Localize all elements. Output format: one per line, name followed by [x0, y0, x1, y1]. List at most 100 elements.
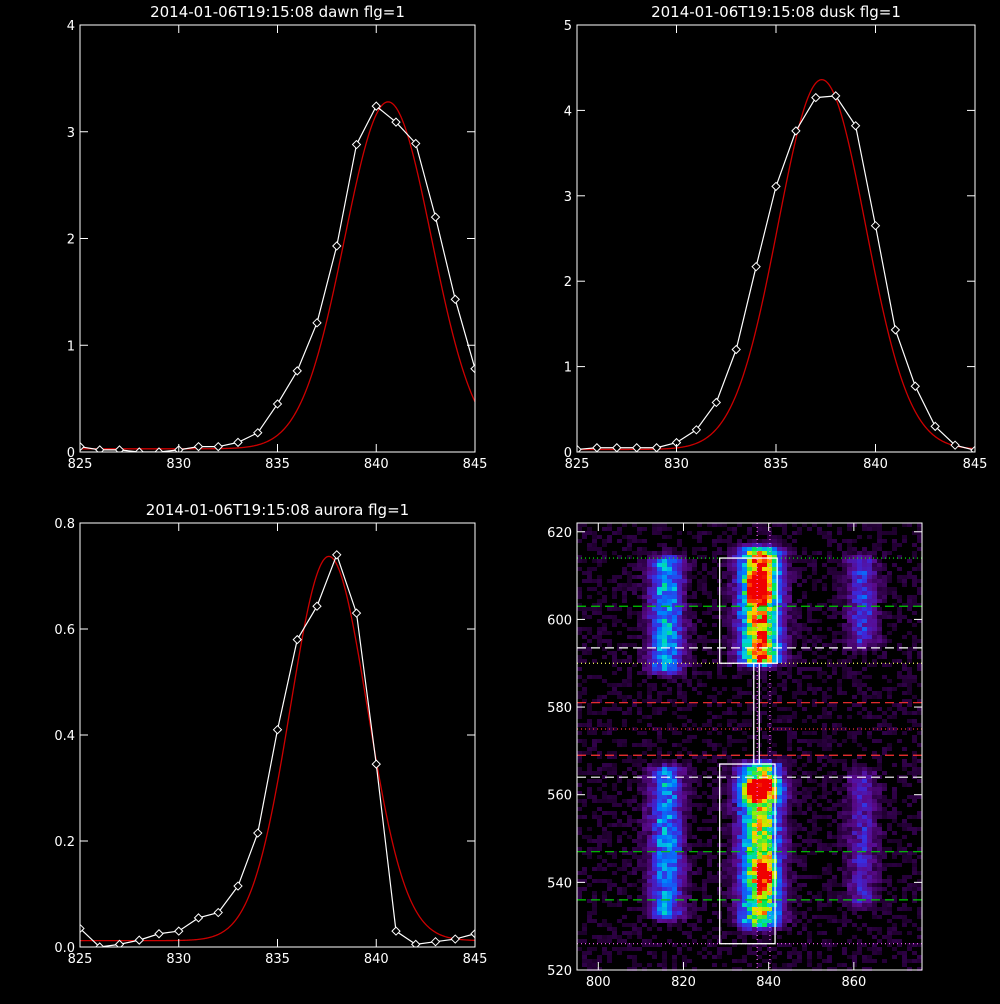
panel-4-heatmap-cell: [687, 911, 692, 915]
panel-4-heatmap-cell: [672, 783, 677, 787]
panel-4-heatmap-cell: [742, 603, 747, 607]
panel-4-heatmap-cell: [787, 811, 792, 815]
panel-4-heatmap-cell: [767, 835, 772, 839]
panel-4-heatmap-cell: [752, 791, 757, 795]
panel-4-heatmap-cell: [812, 771, 817, 775]
panel-4-heatmap-cell: [752, 867, 757, 871]
panel-4-heatmap-cell: [857, 883, 862, 887]
panel-4-heatmap-cell: [872, 887, 877, 891]
panel-4-heatmap-cell: [597, 839, 602, 843]
panel-4-heatmap-cell: [602, 599, 607, 603]
panel-4-heatmap-cell: [652, 823, 657, 827]
panel-4-heatmap-cell: [912, 767, 917, 771]
panel-4-heatmap-cell: [662, 819, 667, 823]
panel-4-heatmap-cell: [687, 735, 692, 739]
panel-4-heatmap-cell: [742, 827, 747, 831]
panel-4-heatmap-cell: [602, 551, 607, 555]
panel-4-heatmap-cell: [662, 583, 667, 587]
panel-4-heatmap-cell: [752, 783, 757, 787]
panel-4-heatmap-cell: [667, 563, 672, 567]
panel-4-heatmap-cell: [647, 795, 652, 799]
panel-4-heatmap-cell: [787, 783, 792, 787]
panel-4-heatmap-cell: [672, 823, 677, 827]
panel-1-x-tick-label: 825: [68, 457, 93, 472]
panel-4-heatmap-cell: [917, 535, 922, 539]
panel-4-heatmap-cell: [642, 799, 647, 803]
panel-4-heatmap-cell: [817, 795, 822, 799]
panel-4-heatmap-cell: [592, 947, 597, 951]
panel-4-heatmap-cell: [687, 815, 692, 819]
panel-4-heatmap-cell: [742, 859, 747, 863]
panel-4-heatmap-cell: [852, 595, 857, 599]
panel-4-heatmap-cell: [782, 599, 787, 603]
panel-4-heatmap-cell: [852, 539, 857, 543]
panel-4-heatmap-cell: [752, 603, 757, 607]
panel-4-heatmap-cell: [717, 703, 722, 707]
panel-4-heatmap-cell: [657, 907, 662, 911]
panel-4-heatmap-cell: [817, 803, 822, 807]
panel-4-heatmap-cell: [642, 751, 647, 755]
panel-4-heatmap-cell: [662, 655, 667, 659]
panel-4-heatmap-cell: [687, 947, 692, 951]
panel-4-heatmap-cell: [657, 619, 662, 623]
panel-4-heatmap-cell: [607, 731, 612, 735]
panel-4-heatmap-cell: [727, 831, 732, 835]
panel-4-heatmap-cell: [607, 651, 612, 655]
panel-4-heatmap-cell: [842, 783, 847, 787]
panel-4-heatmap-cell: [782, 635, 787, 639]
panel-3-data-point: [411, 939, 421, 947]
panel-4-heatmap-cell: [612, 783, 617, 787]
panel-4-heatmap-cell: [737, 891, 742, 895]
panel-4-heatmap-cell: [637, 615, 642, 619]
panel-4-heatmap-cell: [757, 855, 762, 859]
panel-4-heatmap-cell: [782, 615, 787, 619]
panel-4-heatmap-cell: [787, 635, 792, 639]
panel-4-heatmap-cell: [797, 583, 802, 587]
panel-4-heatmap-cell: [632, 827, 637, 831]
panel-4-heatmap-cell: [647, 887, 652, 891]
panel-1-x-tick-label: 835: [265, 457, 290, 472]
panel-4-heatmap-cell: [797, 823, 802, 827]
panel-4-heatmap-cell: [902, 759, 907, 763]
panel-3-data-line: [80, 553, 475, 947]
panel-4-heatmap-cell: [742, 811, 747, 815]
panel-4-heatmap-cell: [902, 779, 907, 783]
panel-4-heatmap-cell: [627, 535, 632, 539]
panel-4-heatmap-cell: [787, 835, 792, 839]
panel-4-heatmap-cell: [847, 671, 852, 675]
panel-4-heatmap-cell: [902, 683, 907, 687]
panel-4-heatmap-cell: [662, 767, 667, 771]
panel-4-heatmap-cell: [917, 663, 922, 667]
panel-4-heatmap-cell: [872, 851, 877, 855]
panel-4-heatmap-cell: [887, 679, 892, 683]
panel-4-heatmap-cell: [712, 727, 717, 731]
panel-4-heatmap-cell: [777, 935, 782, 939]
panel-4-heatmap-cell: [887, 707, 892, 711]
panel-4-heatmap-cell: [747, 799, 752, 803]
panel-4-heatmap-cell: [592, 747, 597, 751]
panel-4-heatmap-cell: [597, 799, 602, 803]
panel-4-heatmap-cell: [912, 643, 917, 647]
panel-4-heatmap-cell: [652, 531, 657, 535]
panel-4-heatmap-cell: [592, 635, 597, 639]
panel-4-heatmap-cell: [887, 863, 892, 867]
panel-4-heatmap-cell: [602, 655, 607, 659]
panel-4-heatmap-cell: [682, 763, 687, 767]
panel-4-heatmap-cell: [702, 683, 707, 687]
panel-4-heatmap-cell: [642, 851, 647, 855]
panel-4-heatmap-cell: [682, 595, 687, 599]
panel-4-heatmap-cell: [777, 843, 782, 847]
panel-4-heatmap-cell: [797, 959, 802, 963]
panel-4-heatmap-cell: [727, 559, 732, 563]
panel-4-heatmap-cell: [872, 807, 877, 811]
panel-4-heatmap-cell: [792, 891, 797, 895]
panel-4-heatmap-cell: [817, 951, 822, 955]
panel-4-heatmap-cell: [737, 615, 742, 619]
panel-4-heatmap-cell: [682, 859, 687, 863]
panel-4-heatmap-cell: [687, 663, 692, 667]
panel-4-heatmap-cell: [647, 559, 652, 563]
panel-4-heatmap-cell: [852, 855, 857, 859]
panel-4-heatmap-cell: [647, 583, 652, 587]
panel-4-heatmap-cell: [802, 707, 807, 711]
panel-4-heatmap-cell: [712, 659, 717, 663]
